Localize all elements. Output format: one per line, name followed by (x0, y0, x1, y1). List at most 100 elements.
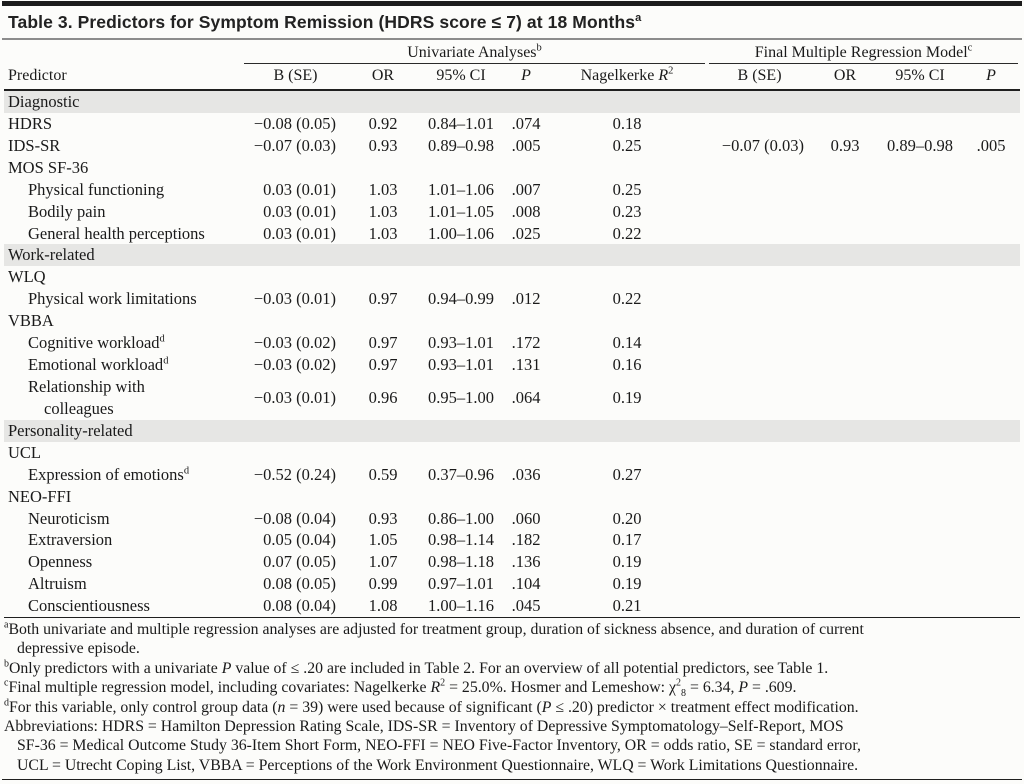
value-cell (878, 310, 962, 332)
column-header-row: Predictor B (SE) OR 95% CI P Nagelkerke … (4, 64, 1020, 90)
value-cell: 0.23 (612, 201, 642, 221)
value-cell (505, 157, 547, 179)
value-cell: 0.08 (0.05) (263, 574, 336, 594)
value-cell (962, 595, 1020, 617)
value-cell: .182 (511, 530, 541, 550)
value-cell (242, 310, 349, 332)
value-cell (417, 442, 505, 464)
value-cell: 0.89–0.98 (428, 135, 494, 155)
value-cell (707, 595, 812, 617)
value-cell: 0.84–1.01 (428, 114, 494, 133)
predictor-cell: MOS SF-36 (8, 157, 89, 177)
value-cell: .064 (511, 387, 541, 407)
value-cell: 0.27 (612, 464, 642, 484)
table-row: HDRS −0.08 (0.05) 0.92 0.84–1.01 .074 0.18 (4, 113, 1020, 135)
value-cell (878, 266, 962, 288)
value-cell (505, 442, 547, 464)
table-row: Emotional workloadd −0.03 (0.02) 0.97 0.93–… (4, 354, 1020, 376)
value-cell: 0.97–1.01 (428, 574, 494, 594)
value-cell: 1.00–1.16 (428, 596, 494, 616)
table-row: VBBA (4, 310, 1020, 332)
value-cell (242, 266, 349, 288)
value-cell (417, 310, 505, 332)
top-rule (2, 1, 1022, 6)
value-cell (878, 442, 962, 464)
value-cell: .036 (511, 464, 541, 484)
value-cell (962, 332, 1020, 354)
value-cell (707, 201, 812, 223)
value-cell (812, 486, 878, 508)
footnote-line: depressive episode. (17, 640, 140, 658)
footnote-line: dFor this variable, only control group d… (4, 697, 859, 716)
value-cell (878, 201, 962, 223)
value-cell (878, 332, 962, 354)
value-cell: 1.03 (368, 201, 398, 221)
table-row: Extraversion 0.05 (0.04) 1.05 0.98–1.14 .182… (4, 529, 1020, 551)
value-cell (812, 288, 878, 310)
value-cell: −0.03 (0.01) (253, 289, 336, 309)
final-model-group-header: Final Multiple Regression Modelc (707, 40, 1020, 64)
value-cell: 0.93 (368, 135, 398, 155)
value-cell (242, 442, 349, 464)
predictor-cell: Conscientiousness (28, 596, 150, 616)
footnote-line: SF-36 = Medical Outcome Study 36-Item Sh… (17, 737, 861, 755)
value-cell (707, 376, 812, 420)
table-title: Table 3. Predictors for Symptom Remissio… (2, 6, 1022, 40)
value-cell: −0.08 (0.05) (253, 114, 336, 133)
value-cell: 1.01–1.05 (428, 201, 494, 221)
value-cell (812, 179, 878, 201)
value-cell (349, 442, 417, 464)
value-cell: 0.97 (368, 289, 398, 309)
value-cell (878, 486, 962, 508)
value-cell: 0.14 (612, 333, 642, 353)
value-cell: 0.93 (830, 135, 860, 155)
value-cell: .025 (511, 223, 541, 243)
predictor-cell: Relationship with colleagues (28, 376, 145, 418)
value-cell: 0.03 (0.01) (263, 201, 336, 221)
table-row: Cognitive workloadd −0.03 (0.02) 0.97 0.93–… (4, 332, 1020, 354)
final-ci-header: 95% CI (895, 67, 945, 84)
predictor-cell: Physical functioning (28, 179, 165, 199)
value-cell (242, 486, 349, 508)
value-cell: .060 (511, 508, 541, 528)
predictor-column-header: Predictor (8, 67, 67, 84)
value-cell: 0.93–1.01 (428, 333, 494, 353)
table-row: NEO-FFI (4, 486, 1020, 508)
value-cell (812, 595, 878, 617)
value-cell (812, 551, 878, 573)
value-cell: 1.03 (368, 223, 398, 243)
value-cell (707, 266, 812, 288)
value-cell: 1.08 (368, 596, 398, 616)
value-cell (962, 551, 1020, 573)
value-cell (707, 354, 812, 376)
final-p-header: P (986, 67, 996, 84)
value-cell (349, 157, 417, 179)
value-cell (707, 464, 812, 486)
value-cell (878, 223, 962, 245)
value-cell: 0.22 (612, 223, 642, 243)
value-cell (878, 288, 962, 310)
predictor-cell: Extraversion (28, 530, 113, 550)
value-cell: 0.05 (0.04) (263, 530, 336, 550)
section-row: Diagnostic (4, 90, 1021, 113)
value-cell (707, 157, 812, 179)
predictor-cell: General health perceptions (28, 223, 205, 243)
value-cell (878, 464, 962, 486)
value-cell (962, 464, 1020, 486)
value-cell (962, 157, 1020, 179)
value-cell (878, 551, 962, 573)
univariate-ci-header: 95% CI (436, 67, 486, 84)
value-cell (812, 332, 878, 354)
predictor-cell: IDS-SR (8, 135, 61, 155)
nagelkerke-r2-header: Nagelkerke R2 (580, 65, 674, 84)
value-cell: 0.98–1.18 (428, 552, 494, 572)
footnote-line: cFinal multiple regression model, includ… (4, 677, 797, 700)
table-row: MOS SF-36 (4, 157, 1020, 179)
value-cell (878, 508, 962, 530)
table-row: Relationship with colleagues −0.03 (0.01) 0… (4, 376, 1020, 420)
value-cell: 0.18 (612, 114, 642, 133)
value-cell: −0.08 (0.04) (253, 508, 336, 528)
predictor-cell: Altruism (28, 574, 87, 594)
value-cell (812, 310, 878, 332)
table-title-footnote-marker: a (635, 12, 642, 25)
